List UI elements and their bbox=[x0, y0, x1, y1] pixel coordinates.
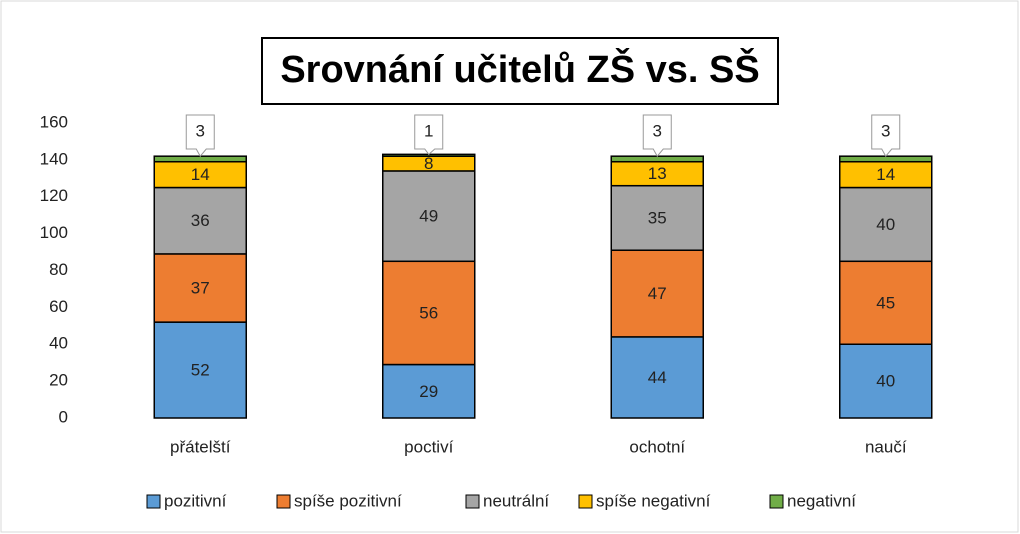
data-label: 14 bbox=[876, 165, 895, 184]
chart-title: Srovnání učitelů ZŠ vs. SŠ bbox=[280, 46, 759, 91]
legend-swatch bbox=[465, 494, 480, 509]
bar-segment bbox=[839, 343, 933, 419]
legend-swatch bbox=[578, 494, 593, 509]
data-label: 3 bbox=[653, 121, 662, 140]
callout bbox=[871, 114, 901, 158]
legend-swatch bbox=[769, 494, 784, 509]
legend-swatch bbox=[276, 494, 291, 509]
y-tick-label: 0 bbox=[59, 407, 68, 426]
bar-segment bbox=[153, 186, 247, 255]
bar-segment bbox=[610, 184, 704, 251]
bar-segment bbox=[839, 160, 933, 189]
bar-segment bbox=[839, 260, 933, 345]
bar-segment bbox=[382, 170, 476, 263]
data-label: 3 bbox=[196, 121, 205, 140]
bar-segment bbox=[153, 155, 247, 163]
legend-label: spíše pozitivní bbox=[294, 491, 402, 510]
data-label: 56 bbox=[419, 303, 438, 322]
bar-segment bbox=[153, 253, 247, 323]
data-label: 49 bbox=[419, 207, 438, 226]
legend-label: spíše negativní bbox=[596, 491, 711, 510]
data-label: 44 bbox=[648, 368, 667, 387]
legend-label: neutrální bbox=[483, 491, 549, 510]
bar-segment bbox=[610, 336, 704, 419]
x-tick-label: poctiví bbox=[404, 437, 453, 456]
y-tick-label: 80 bbox=[49, 260, 68, 279]
y-tick-label: 100 bbox=[40, 223, 68, 242]
data-label: 40 bbox=[876, 372, 895, 391]
data-label: 1 bbox=[424, 121, 433, 140]
callout bbox=[185, 114, 215, 158]
data-label: 3 bbox=[881, 121, 890, 140]
y-tick-label: 20 bbox=[49, 371, 68, 390]
y-tick-label: 120 bbox=[40, 186, 68, 205]
data-label: 29 bbox=[419, 382, 438, 401]
y-tick-label: 60 bbox=[49, 297, 68, 316]
data-label: 14 bbox=[191, 165, 210, 184]
data-label: 8 bbox=[424, 154, 433, 173]
bar-segment bbox=[610, 155, 704, 163]
y-tick-label: 140 bbox=[40, 149, 68, 168]
x-tick-label: přátelští bbox=[170, 437, 231, 456]
x-tick-label: naučí bbox=[865, 437, 907, 456]
y-tick-label: 40 bbox=[49, 334, 68, 353]
data-label: 45 bbox=[876, 293, 895, 312]
bar-segment bbox=[382, 260, 476, 366]
legend-label: pozitivní bbox=[164, 491, 227, 510]
legend-swatch bbox=[146, 494, 161, 509]
data-label: 40 bbox=[876, 215, 895, 234]
data-label: 35 bbox=[648, 208, 667, 227]
x-tick-label: ochotní bbox=[629, 437, 685, 456]
title-box bbox=[261, 37, 779, 105]
data-label: 13 bbox=[648, 164, 667, 183]
bar-segment bbox=[610, 249, 704, 338]
bar-segment bbox=[382, 363, 476, 419]
bar-segment bbox=[839, 155, 933, 163]
data-label: 37 bbox=[191, 279, 210, 298]
y-tick-label: 160 bbox=[40, 112, 68, 131]
data-label: 47 bbox=[648, 284, 667, 303]
legend-label: negativní bbox=[787, 491, 856, 510]
callout bbox=[414, 114, 444, 156]
data-label: 36 bbox=[191, 211, 210, 230]
data-label: 52 bbox=[191, 361, 210, 380]
callout bbox=[642, 114, 672, 158]
bar-segment bbox=[839, 186, 933, 263]
bar-segment bbox=[153, 160, 247, 189]
